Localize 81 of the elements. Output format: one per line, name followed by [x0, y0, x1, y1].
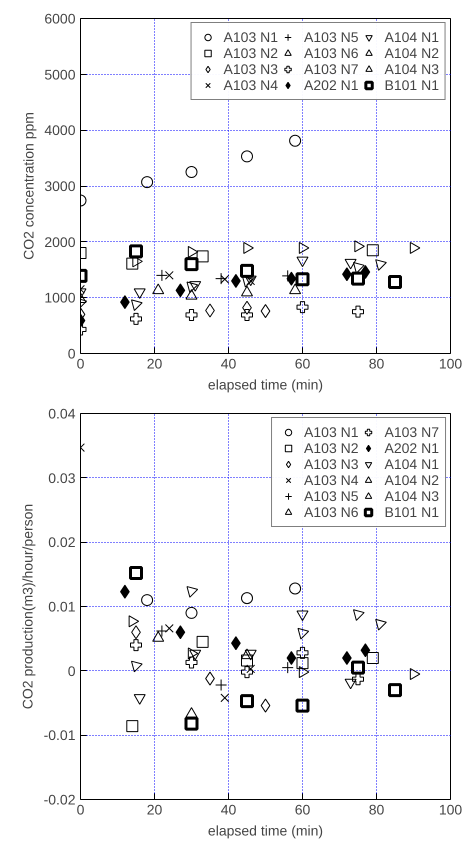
- point: [188, 647, 198, 660]
- point: [296, 698, 310, 713]
- y-tick-label: 0.03: [48, 470, 76, 486]
- point: [189, 650, 202, 660]
- point: [388, 275, 402, 290]
- legend-label: A104 N1: [384, 29, 439, 45]
- y-tick-label: 2000: [44, 234, 76, 250]
- point: [410, 668, 420, 680]
- point: [129, 244, 143, 258]
- x-tick-label: 60: [294, 356, 310, 372]
- point: [240, 264, 254, 278]
- point: [388, 683, 402, 698]
- point: [134, 694, 146, 705]
- x-tick-label: 80: [368, 356, 384, 372]
- point: [298, 666, 310, 678]
- legend-label: A103 N6: [304, 504, 359, 520]
- legend-label: A103 N7: [384, 424, 439, 440]
- y-tick-label: 0.04: [48, 406, 76, 422]
- legend-label: A103 N3: [304, 456, 359, 472]
- y-axis-title: CO2 concentration ppm: [20, 112, 36, 260]
- point: [184, 257, 198, 272]
- legend-label: B101 N1: [384, 504, 439, 520]
- point: [240, 694, 254, 708]
- point: [129, 566, 143, 580]
- legend-label: A104 N2: [384, 472, 439, 488]
- x-tick-label: 40: [220, 802, 236, 818]
- legend-label: A103 N4: [304, 472, 359, 488]
- legend-label: A103 N5: [304, 29, 359, 45]
- x-tick-label: 20: [146, 802, 162, 818]
- x-tick-label: 40: [220, 356, 236, 372]
- y-tick-label: 6000: [44, 10, 76, 26]
- legend-label: A103 N3: [224, 61, 278, 77]
- legend-label: A103 N2: [224, 45, 278, 61]
- legend-label: A202 N1: [384, 440, 439, 456]
- point: [244, 650, 257, 660]
- y-tick-label: 0.01: [48, 598, 76, 614]
- point: [344, 678, 357, 690]
- legend-label: A103 N2: [304, 440, 359, 456]
- y-axis-title: CO2 production(m3)/hour/person: [20, 504, 36, 710]
- legend-label: A104 N2: [384, 45, 439, 61]
- point: [351, 272, 365, 286]
- legend-label: A104 N3: [384, 61, 439, 77]
- y-tick-label: 0: [68, 346, 76, 362]
- point: [243, 242, 254, 254]
- legend-label: A104 N3: [384, 488, 439, 504]
- x-axis-title: elapsed time (min): [208, 376, 324, 392]
- point: [344, 258, 357, 270]
- legend-label: A103 N6: [304, 45, 359, 61]
- y-tick-label: 0: [68, 662, 76, 679]
- x-tick-label: 100: [438, 802, 462, 818]
- point: [354, 240, 365, 252]
- x-tick-label: 20: [146, 356, 162, 372]
- point: [134, 288, 146, 299]
- point: [410, 242, 420, 254]
- point: [184, 716, 198, 731]
- legend-label: A202 N1: [304, 77, 359, 93]
- legend-label: B101 N1: [384, 77, 439, 93]
- legend-label: A103 N7: [304, 61, 359, 77]
- y-tick-label: 3000: [44, 178, 76, 194]
- y-tick-label: 5000: [44, 66, 76, 82]
- x-tick-label: 80: [368, 802, 384, 818]
- y-tick-label: 0.02: [48, 534, 76, 550]
- x-tick-label: 60: [294, 802, 310, 818]
- legend-label: A104 N1: [384, 456, 439, 472]
- legend-label: A103 N1: [224, 29, 278, 45]
- point: [164, 270, 174, 280]
- point: [246, 664, 256, 674]
- y-tick-label: -0.01: [44, 727, 76, 744]
- point: [298, 242, 310, 254]
- point: [220, 693, 230, 702]
- point: [351, 660, 365, 675]
- y-tick-label: 1000: [44, 290, 76, 306]
- point: [188, 246, 198, 258]
- point: [296, 272, 310, 286]
- x-axis-title: elapsed time (min): [208, 822, 324, 838]
- y-tick-label: 4000: [44, 122, 76, 138]
- y-tick-label: -0.02: [44, 792, 76, 808]
- x-tick-label: 100: [438, 356, 462, 372]
- legend-label: A103 N1: [304, 424, 359, 440]
- legend-label: A103 N4: [224, 77, 278, 93]
- legend-label: A103 N5: [304, 488, 359, 504]
